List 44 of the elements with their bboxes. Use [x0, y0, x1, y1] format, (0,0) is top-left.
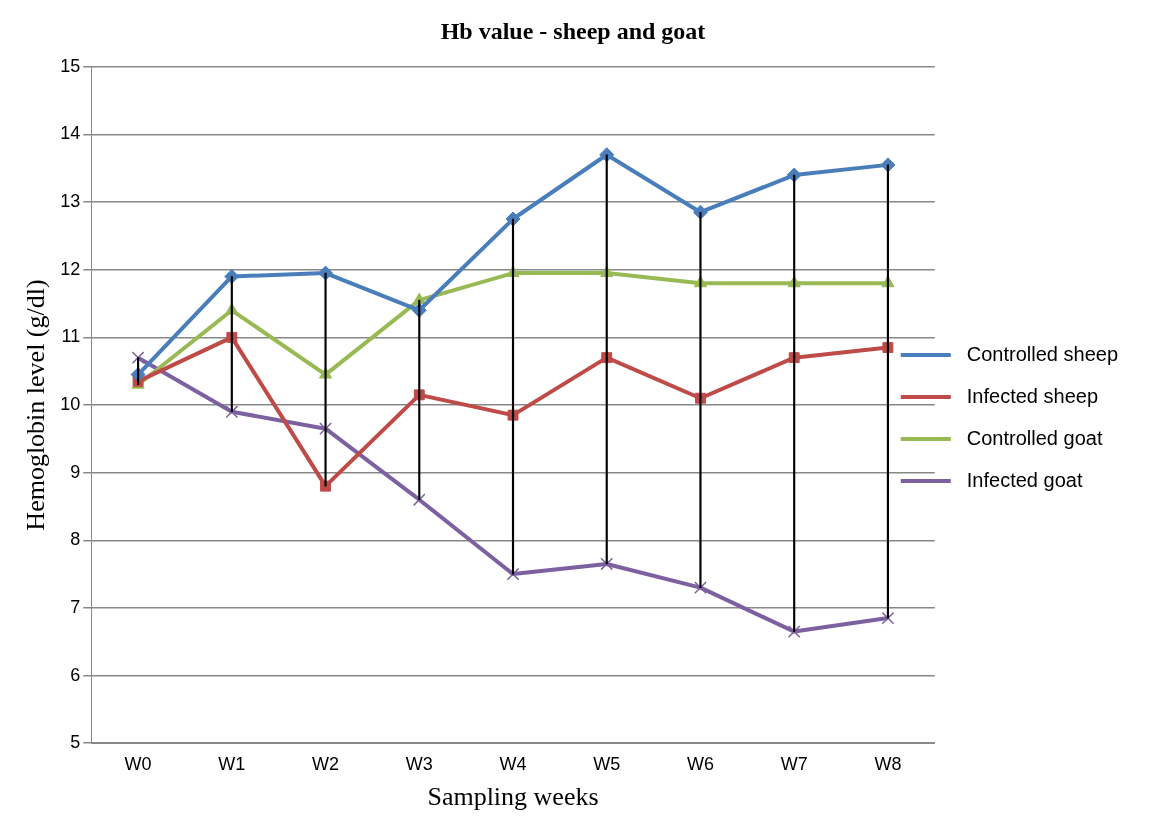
bar	[230, 276, 233, 413]
bar	[137, 357, 140, 386]
point	[319, 422, 332, 436]
bar	[886, 164, 889, 619]
x-tick-label: W5	[593, 753, 621, 774]
bar	[793, 174, 796, 632]
point	[881, 611, 895, 625]
legend-label: Infected goat	[966, 468, 1083, 491]
x-tick-label: W8	[874, 753, 902, 774]
chart-title: Hb value - sheep and goat	[440, 17, 706, 44]
x-tick-label: W2	[312, 753, 340, 774]
point	[600, 557, 614, 571]
point	[131, 351, 145, 365]
point	[694, 581, 707, 595]
bar	[511, 218, 515, 575]
y-tick-label: 5	[70, 732, 81, 753]
y-tick-label: 10	[60, 393, 81, 414]
y-axis-title: Hemoglobin level (g/dl)	[21, 279, 51, 531]
y-tick-label: 7	[70, 596, 81, 617]
y-tick-label: 14	[60, 123, 81, 144]
point	[225, 405, 239, 419]
bar	[605, 154, 608, 565]
x-tick-label: W1	[218, 753, 246, 774]
legend-label: Controlled goat	[966, 426, 1103, 449]
x-tick-label: W7	[780, 753, 808, 774]
legend-label: Infected sheep	[966, 384, 1099, 407]
y-tick-label: 8	[70, 529, 81, 550]
y-tick-label: 11	[61, 326, 81, 347]
x-tick-label: W0	[124, 753, 152, 774]
point	[787, 625, 801, 638]
x-tick-label: W4	[499, 753, 527, 774]
x-axis-title: Sampling weeks	[427, 782, 599, 812]
y-tick-label: 6	[70, 664, 81, 685]
bar	[699, 211, 702, 588]
y-tick-label: 12	[60, 258, 81, 279]
y-tick-label: 15	[60, 55, 81, 76]
bar	[418, 299, 421, 501]
y-tick-label: 9	[70, 461, 81, 482]
point	[506, 567, 520, 581]
legend-label: Controlled sheep	[966, 342, 1119, 365]
bar	[324, 272, 327, 487]
x-tick-label: W6	[686, 753, 714, 774]
y-tick-label: 13	[60, 191, 81, 212]
x-tick-label: W3	[405, 753, 433, 774]
